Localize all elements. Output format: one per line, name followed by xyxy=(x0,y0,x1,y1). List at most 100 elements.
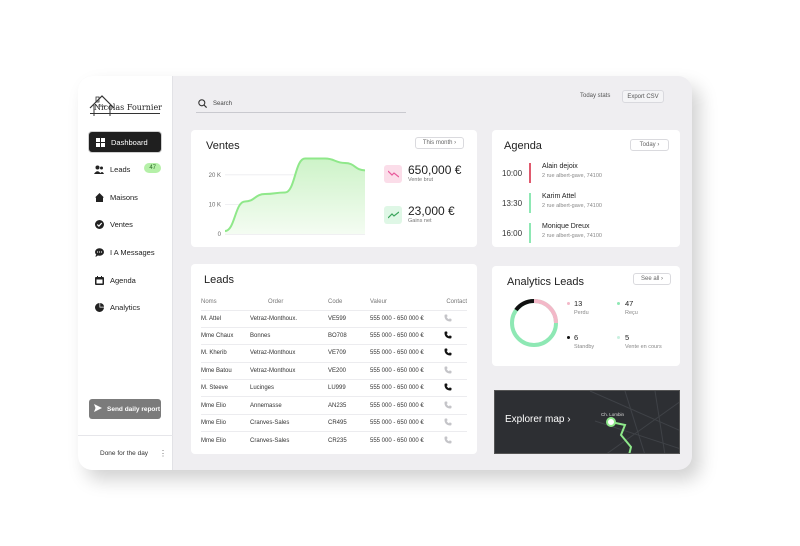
lead-name: M. Kherib xyxy=(201,344,250,363)
legend-dot xyxy=(567,336,570,339)
y-tick-label: 20 K xyxy=(209,173,221,179)
app-window: Nicolas Fournier Dashboard Leads 47 Mais… xyxy=(78,76,692,470)
lead-order: Annemasse xyxy=(250,396,328,415)
agenda-item[interactable]: 10:00 Alain dejoix 2 rue albert-gave, 741… xyxy=(502,163,662,183)
leads-count-badge: 47 xyxy=(144,163,161,173)
agenda-time: 16:00 xyxy=(502,229,523,238)
sidebar-item-analytics[interactable]: Analytics xyxy=(89,297,161,317)
lead-code: BO708 xyxy=(328,326,370,345)
phone-icon[interactable] xyxy=(444,366,452,376)
search-input[interactable]: Search xyxy=(196,96,406,113)
this-month-dropdown[interactable]: This month › xyxy=(415,137,464,149)
lead-code: AN235 xyxy=(328,396,370,415)
lead-order: Vetraz-Monthoux xyxy=(250,344,328,363)
agenda-name: Monique Dreux xyxy=(542,223,590,230)
sidebar-item-ia-messages[interactable]: I A Messages xyxy=(89,242,161,262)
sidebar-item-dashboard[interactable]: Dashboard xyxy=(89,132,161,152)
agenda-address: 2 rue albert-gave, 74100 xyxy=(542,233,602,239)
stat-vente-en-cours: 5 Vente en cours xyxy=(625,333,662,350)
sidebar-item-ventes[interactable]: Ventes xyxy=(89,214,161,234)
donut-segment-standby xyxy=(514,298,535,312)
contact-cell xyxy=(440,379,467,397)
sidebar-item-agenda[interactable]: Agenda xyxy=(89,270,161,290)
sidebar-item-label: Ventes xyxy=(110,219,133,229)
explorer-map-card[interactable]: Ch. Lombin Explorer map › xyxy=(494,390,680,454)
table-row[interactable]: M. Kherib Vetraz-Monthoux VE709 555 000 - 6… xyxy=(201,344,467,363)
sidebar-item-label: Agenda xyxy=(110,275,136,285)
table-row[interactable]: Mme Elio Cranves-Sales CR235 555 000 - 650 … xyxy=(201,431,467,450)
chevron-right-icon: › xyxy=(657,142,660,148)
phone-icon[interactable] xyxy=(444,418,452,428)
sidebar-item-leads[interactable]: Leads 47 xyxy=(89,159,161,179)
chevron-right-icon: › xyxy=(454,140,457,146)
map-place-label: Ch. Lombin xyxy=(601,412,625,417)
table-row[interactable]: Mme Batou Vetraz-Monthoux VE200 555 000 - 6… xyxy=(201,361,467,380)
table-row[interactable]: Mme Elio Cranves-Sales CR495 555 000 - 650 … xyxy=(201,413,467,432)
stat-label: Vente en cours xyxy=(625,344,662,350)
explorer-map-label: Explorer map › xyxy=(505,414,571,425)
phone-icon[interactable] xyxy=(444,436,452,446)
lead-order: Bonnes xyxy=(250,326,328,345)
legend-dot xyxy=(617,336,620,339)
more-vertical-icon[interactable]: ⋮ xyxy=(159,449,167,458)
send-daily-report-button[interactable]: Send daily report xyxy=(89,399,161,419)
users-icon xyxy=(94,164,104,174)
see-all-button[interactable]: See all › xyxy=(633,273,671,285)
lead-name: Mme Elio xyxy=(201,431,250,450)
table-row[interactable]: Mme Chaux Bonnes BO708 555 000 - 650 000 € xyxy=(201,326,467,345)
phone-icon[interactable] xyxy=(444,314,452,324)
contact-cell xyxy=(440,309,467,328)
metric-label: Gains net xyxy=(408,218,432,224)
stat-value: 5 xyxy=(625,333,630,342)
lead-code: VE200 xyxy=(328,361,370,380)
lead-value: 555 000 - 650 000 € xyxy=(370,309,440,328)
stat-recu: 47 Reçu xyxy=(625,299,638,316)
stat-standby: 6 Standby xyxy=(574,333,594,350)
lead-name: Mme Batou xyxy=(201,361,250,380)
lead-order: Cranves-Sales xyxy=(250,413,328,432)
agenda-color-bar xyxy=(529,223,531,243)
agenda-address: 2 rue albert-gave, 74100 xyxy=(542,203,602,209)
agenda-item[interactable]: 16:00 Monique Dreux 2 rue albert-gave, 74… xyxy=(502,223,662,243)
chevron-right-icon: › xyxy=(567,414,571,425)
agenda-color-bar xyxy=(529,163,531,183)
lead-order: Vetraz-Monthoux xyxy=(250,361,328,380)
table-row[interactable]: Mme Elio Annemasse AN235 555 000 - 650 000 … xyxy=(201,396,467,415)
check-circle-icon xyxy=(94,219,104,229)
done-for-the-day[interactable]: Done for the day ⋮ xyxy=(78,435,173,470)
lead-value: 555 000 - 650 000 € xyxy=(370,361,440,380)
sidebar-item-label: Maisons xyxy=(110,192,138,202)
sidebar-item-label: I A Messages xyxy=(110,247,155,257)
lead-value: 555 000 - 650 000 € xyxy=(370,379,440,397)
column-header: Order xyxy=(268,298,284,305)
house-logo-icon xyxy=(89,95,115,116)
grid-icon xyxy=(95,137,105,147)
trend-down-icon xyxy=(384,164,402,183)
lead-name: M. Attel xyxy=(201,309,250,328)
sidebar-item-maisons[interactable]: Maisons xyxy=(89,187,161,207)
export-csv-button[interactable]: Export CSV xyxy=(622,90,664,103)
chat-icon xyxy=(94,247,104,257)
map-background-graphic xyxy=(589,391,679,453)
agenda-item[interactable]: 13:30 Karim Attel 2 rue albert-gave, 7410… xyxy=(502,193,662,213)
phone-icon[interactable] xyxy=(444,383,452,393)
agenda-card: Agenda Today › 10:00 Alain dejoix 2 rue a… xyxy=(492,130,680,247)
table-row[interactable]: M. Steeve Lucinges LU999 555 000 - 650 000 … xyxy=(201,379,467,397)
today-dropdown[interactable]: Today › xyxy=(630,139,669,151)
phone-icon[interactable] xyxy=(444,401,452,411)
lead-value: 555 000 - 650 000 € xyxy=(370,431,440,450)
contact-cell xyxy=(440,361,467,380)
agenda-time: 10:00 xyxy=(502,169,523,178)
lead-code: CR495 xyxy=(328,413,370,432)
phone-icon[interactable] xyxy=(444,331,452,341)
table-row[interactable]: M. Attel Vetraz-Monthoux. VE599 555 000 - 6… xyxy=(201,309,467,328)
explorer-map-text: Explorer map xyxy=(505,414,565,425)
phone-icon[interactable] xyxy=(444,348,452,358)
search-placeholder: Search xyxy=(213,101,233,107)
contact-cell xyxy=(440,326,467,345)
stat-label: Reçu xyxy=(625,310,638,316)
lead-code: VE709 xyxy=(328,344,370,363)
today-stats-link[interactable]: Today stats xyxy=(580,93,611,99)
ventes-area-chart: 0 10 K 20 K xyxy=(209,157,366,238)
home-icon xyxy=(94,192,104,202)
